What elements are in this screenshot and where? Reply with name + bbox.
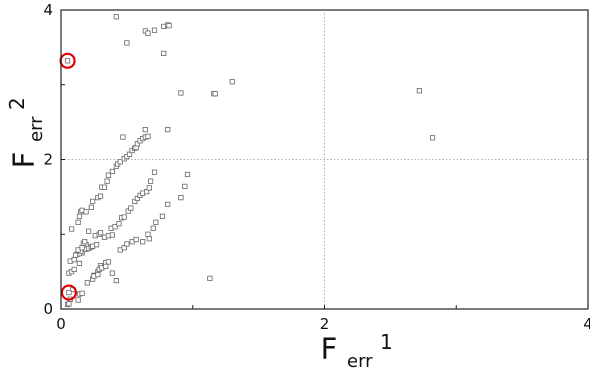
- data-point: [66, 301, 72, 307]
- data-point: [147, 178, 154, 184]
- data-point: [212, 91, 218, 97]
- data-point: [88, 204, 94, 210]
- data-point: [113, 277, 119, 284]
- data-point: [178, 90, 184, 96]
- data-point: [132, 198, 138, 204]
- x-axis-superscript: 1: [380, 330, 393, 354]
- data-point: [109, 168, 115, 175]
- data-point: [86, 228, 92, 234]
- data-point: [113, 14, 119, 20]
- data-point: [134, 195, 141, 201]
- data-point: [145, 231, 151, 237]
- data-point: [71, 266, 77, 272]
- x-axis-title: F: [321, 332, 338, 366]
- data-point: [229, 79, 235, 85]
- data-point: [97, 193, 104, 199]
- data-point: [165, 201, 171, 207]
- data-point: [97, 230, 104, 236]
- data-point: [121, 214, 127, 220]
- data-point: [126, 151, 133, 157]
- y-tick-label: 2: [43, 151, 53, 169]
- data-point: [90, 198, 96, 204]
- data-point: [105, 259, 112, 265]
- x-tick-label: 4: [583, 315, 590, 333]
- data-point: [82, 239, 88, 245]
- data-point: [144, 189, 150, 195]
- data-point: [103, 263, 109, 269]
- data-point: [134, 141, 141, 147]
- highlight-circle: [60, 284, 78, 301]
- data-point: [429, 135, 436, 141]
- data-point: [128, 205, 134, 211]
- y-axis-subscript: err: [26, 116, 47, 142]
- y-tick-label: 0: [43, 300, 53, 318]
- data-point: [124, 40, 130, 46]
- data-point: [79, 290, 85, 296]
- data-point: [105, 172, 112, 178]
- data-point: [64, 58, 71, 64]
- data-point: [117, 159, 123, 165]
- data-point: [76, 213, 83, 219]
- data-point: [120, 134, 126, 140]
- data-point: [166, 23, 172, 29]
- data-point: [146, 236, 152, 242]
- data-point: [121, 245, 127, 251]
- data-point: [165, 127, 171, 133]
- data-point: [79, 245, 85, 251]
- data-point: [109, 232, 115, 238]
- y-axis-superscript: 2: [5, 97, 29, 110]
- data-point: [150, 225, 156, 231]
- data-point: [151, 27, 158, 33]
- data-point: [72, 252, 79, 258]
- data-point: [125, 208, 131, 214]
- data-point: [93, 242, 100, 248]
- data-point: [71, 257, 77, 263]
- x-tick-label: 2: [320, 315, 330, 333]
- axis-layer: [60, 9, 589, 310]
- data-point: [68, 226, 75, 232]
- data-point: [104, 178, 110, 184]
- data-point: [112, 224, 118, 230]
- data-point: [75, 297, 81, 303]
- data-point: [116, 221, 122, 227]
- data-point: [142, 127, 148, 133]
- data-point: [109, 270, 115, 276]
- data-point: [124, 241, 130, 247]
- x-tick-label: 0: [56, 315, 66, 333]
- x-axis-subscript: err: [347, 351, 373, 371]
- data-point: [75, 219, 81, 225]
- data-point: [84, 280, 90, 286]
- data-point: [416, 88, 422, 94]
- data-point: [159, 213, 166, 219]
- data-point: [83, 209, 89, 215]
- data-point: [178, 195, 184, 201]
- data-point: [151, 169, 158, 175]
- data-point: [76, 260, 83, 267]
- y-axis-title: F: [7, 152, 41, 169]
- plot-layer: [59, 14, 436, 308]
- data-point: [66, 289, 72, 296]
- data-point: [95, 272, 101, 278]
- data-point: [207, 275, 213, 281]
- data-point: [184, 171, 191, 178]
- data-point: [146, 185, 152, 191]
- y-tick-label: 4: [43, 1, 53, 19]
- data-point: [133, 236, 139, 243]
- data-point: [145, 133, 151, 139]
- data-point: [182, 183, 188, 190]
- data-point: [161, 50, 167, 56]
- data-point: [145, 30, 151, 36]
- data-point: [140, 239, 146, 245]
- data-point: [153, 219, 159, 225]
- data-point: [101, 184, 108, 190]
